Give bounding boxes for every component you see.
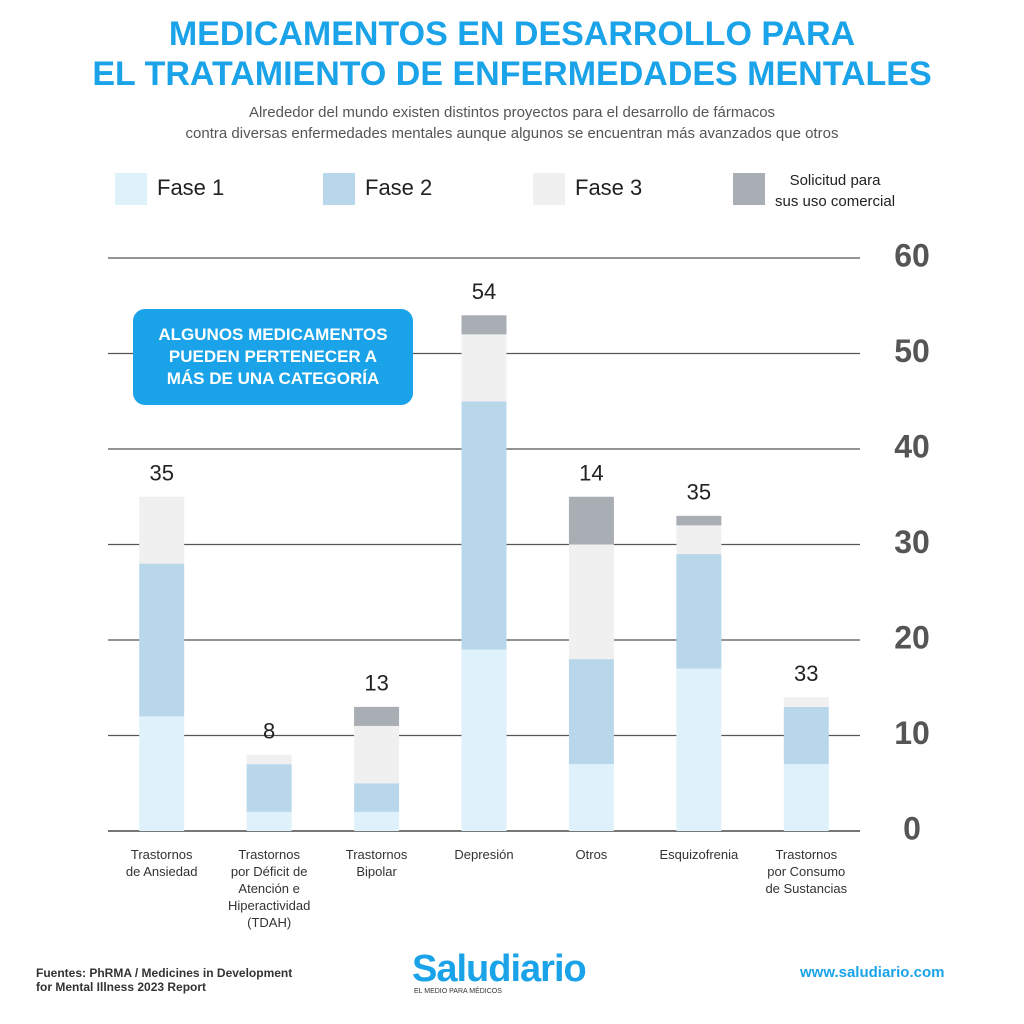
legend-swatch	[115, 173, 147, 205]
bar-segment	[568, 496, 614, 545]
bar-segment	[246, 764, 292, 812]
y-tick-label: 10	[894, 715, 930, 751]
bar-segment	[783, 764, 829, 831]
bar-segment	[139, 563, 185, 717]
bar-segment	[568, 544, 614, 660]
legend-label: Solicitud para sus uso comercial	[775, 172, 896, 210]
bar-segment	[461, 315, 507, 335]
note: ALGUNOS MEDICAMENTOS PUEDEN PERTENECER A…	[158, 325, 388, 388]
legend-swatch	[733, 173, 765, 205]
y-tick-label: 20	[894, 619, 930, 655]
tagline: EL MEDIO PARA MÉDICOS	[414, 988, 502, 995]
title: MEDICAMENTOS EN DESARROLLO PARA EL TRATA…	[92, 15, 932, 93]
total-label: 14	[579, 461, 603, 486]
subtitle: Alrededor del mundo existen distintos pr…	[185, 104, 839, 142]
bar-segment	[139, 716, 185, 831]
y-tick-label: 30	[894, 524, 930, 560]
total-label: 54	[472, 279, 496, 304]
note-box: ALGUNOS MEDICAMENTOS PUEDEN PERTENECER A…	[133, 309, 413, 405]
x-tick-label: Depresión	[454, 847, 514, 862]
bar-segment	[461, 649, 507, 831]
y-tick-label: 60	[894, 237, 930, 273]
bar-segment	[246, 811, 292, 831]
legend-label: Fase 2	[365, 175, 433, 200]
bar-segment	[354, 725, 400, 784]
legend-label: Fase 3	[575, 175, 643, 200]
bar-segment	[354, 783, 400, 812]
bar-segment	[354, 706, 400, 726]
bar-segment	[246, 754, 292, 765]
bar-segment	[783, 697, 829, 707]
y-tick-label: 50	[894, 333, 930, 369]
x-tick-label: Trastornos por Consumo de Sustancias	[765, 847, 848, 896]
logo: Saludiario	[412, 948, 587, 990]
total-label: 8	[263, 718, 275, 743]
bar-segment	[568, 764, 614, 831]
total-label: 35	[149, 461, 173, 486]
legend-swatch	[533, 173, 565, 205]
x-tick-label: Esquizofrenia	[659, 847, 739, 862]
x-tick-label: Trastornos de Ansiedad	[125, 847, 198, 879]
bar-segment	[354, 811, 400, 831]
legend-label: Fase 1	[157, 175, 225, 200]
legend-swatch	[323, 173, 355, 205]
bar-segment	[676, 525, 722, 555]
y-tick-label: 0	[903, 810, 921, 846]
total-label: 33	[794, 661, 818, 686]
bar-segment	[783, 706, 829, 765]
bar-segment	[139, 496, 185, 564]
bar-segment	[568, 659, 614, 765]
bar-segment	[676, 668, 722, 831]
sources: Fuentes: PhRMA / Medicines in Developmen…	[36, 966, 293, 994]
x-tick-label: Trastornos por Déficit de Atención e Hip…	[227, 847, 311, 930]
bar-segment	[676, 554, 722, 669]
url: www.saludiario.com	[800, 964, 945, 981]
bar-segment	[461, 401, 507, 650]
x-tick-label: Trastornos Bipolar	[345, 847, 408, 879]
total-label: 13	[364, 671, 388, 696]
bar-segment	[461, 334, 507, 402]
y-tick-label: 40	[894, 428, 930, 464]
x-tick-label: Otros	[575, 847, 608, 862]
bar-segment	[676, 515, 722, 526]
total-label: 35	[687, 480, 711, 505]
